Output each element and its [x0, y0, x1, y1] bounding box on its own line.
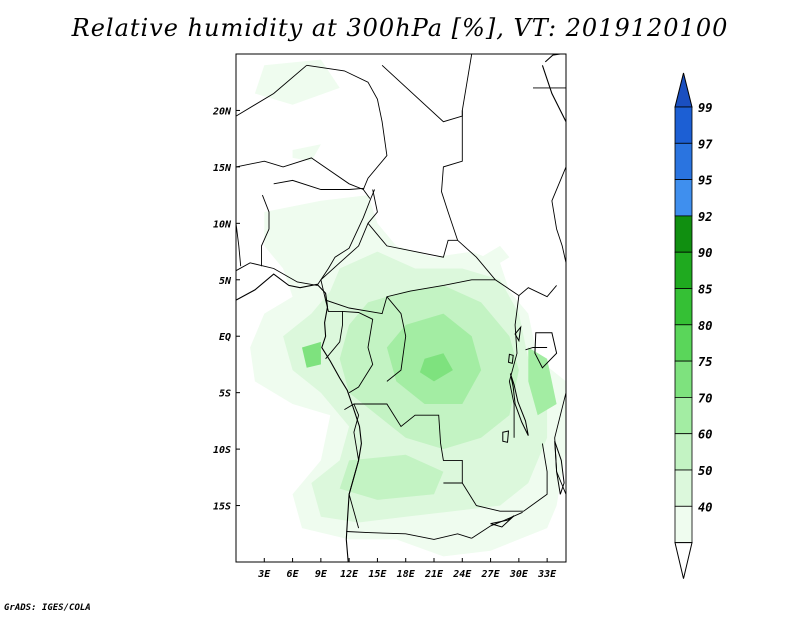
- latitude-tick-label: 10N: [213, 219, 232, 230]
- country-border: [344, 403, 463, 483]
- humidity-fill-layer: [250, 59, 566, 557]
- country-border: [325, 299, 343, 360]
- latitude-tick-label: 15N: [213, 163, 232, 174]
- country-border: [443, 443, 548, 512]
- longitude-axis: 3E 6E 9E 12E 15E 18E 21E 24E 27E 30E 33E: [257, 558, 557, 580]
- latitude-axis: 20N 15N 10N 5N EQ 5S 10S 15S: [212, 106, 240, 513]
- longitude-tick-label: 9E: [315, 569, 328, 580]
- latitude-tick-label: 5S: [219, 389, 231, 400]
- colorbar-segment: [674, 360, 693, 398]
- colorbar-label: 95: [698, 174, 712, 188]
- latitude-tick-label: 15S: [213, 502, 231, 513]
- colorbar-label: 92: [698, 210, 712, 224]
- colorbar-label: 40: [698, 500, 712, 514]
- country-border: [508, 295, 520, 438]
- colorbar-segment: [674, 288, 693, 326]
- humidity-region: [481, 245, 510, 269]
- country-border: [342, 310, 374, 394]
- country-border: [273, 179, 365, 190]
- latitude-tick-label: 10S: [213, 445, 231, 456]
- country-border: [551, 166, 566, 263]
- colorbar-label: 90: [698, 246, 712, 260]
- country-border: [525, 347, 548, 351]
- longitude-tick-label: 24E: [452, 569, 472, 580]
- colorbar-label: 99: [698, 101, 712, 115]
- country-border: [320, 189, 376, 281]
- lake-outline: [507, 353, 514, 364]
- country-border: [346, 531, 472, 540]
- grads-credit: GrADS: IGES/COLA: [4, 603, 91, 613]
- colorbar-label: 97: [698, 137, 713, 151]
- longitude-tick-label: 18E: [397, 569, 416, 580]
- colorbar-segment: [674, 324, 693, 362]
- colorbar: 99 97 95 92 90 85 80 75 70 60 50 40: [674, 72, 713, 579]
- lake-outline: [509, 373, 529, 436]
- colorbar-label: 85: [698, 283, 712, 297]
- lake-outline: [502, 430, 510, 443]
- colorbar-label: 80: [698, 319, 712, 333]
- longitude-tick-label: 15E: [368, 569, 387, 580]
- humidity-region: [302, 341, 321, 368]
- colorbar-label: 60: [698, 428, 712, 442]
- lake-outline: [514, 325, 522, 343]
- country-border: [306, 64, 388, 190]
- plot-title: Relative humidity at 300hPa [%], VT: 201…: [71, 14, 729, 42]
- colorbar-segment: [674, 469, 693, 507]
- longitude-tick-label: 21E: [424, 569, 444, 580]
- colorbar-segment: [674, 396, 693, 435]
- colorbar-label: 75: [698, 355, 712, 369]
- humidity-region: [528, 347, 557, 416]
- country-border: [386, 296, 407, 382]
- colorbar-segment: [674, 179, 693, 217]
- longitude-tick-label: 12E: [340, 569, 359, 580]
- coastline: [236, 273, 362, 562]
- colorbar-segment: [674, 215, 693, 253]
- colorbar-segment: [674, 251, 693, 289]
- colorbar-label: 50: [698, 464, 712, 478]
- country-borders-layer: [236, 54, 566, 540]
- latitude-tick-label: 5N: [219, 276, 232, 287]
- humidity-region: [292, 144, 321, 162]
- country-border: [261, 194, 270, 267]
- latitude-tick-label: 20N: [212, 106, 232, 117]
- colorbar-bottom-arrow: [674, 542, 693, 579]
- country-border: [320, 223, 496, 315]
- longitude-tick-label: 30E: [509, 569, 529, 580]
- country-border: [236, 64, 307, 117]
- coastline: [541, 65, 566, 122]
- longitude-tick-label: 27E: [481, 569, 501, 580]
- country-border: [471, 511, 523, 539]
- country-border: [348, 403, 360, 529]
- humidity-region: [254, 59, 340, 105]
- colorbar-segment: [674, 106, 693, 144]
- colorbar-segment: [674, 142, 693, 181]
- humidity-region: [419, 353, 453, 382]
- country-border: [554, 392, 566, 495]
- longitude-tick-label: 3E: [257, 569, 271, 580]
- latitude-tick-label: EQ: [219, 332, 231, 343]
- map-frame: [235, 53, 567, 563]
- country-border: [236, 223, 242, 267]
- humidity-region: [339, 454, 444, 500]
- colorbar-top-arrow: [674, 72, 693, 108]
- longitude-tick-label: 33E: [537, 569, 557, 580]
- country-border: [367, 189, 458, 258]
- colorbar-segment: [674, 505, 693, 543]
- lake-outline: [534, 332, 558, 369]
- country-border: [441, 110, 557, 298]
- colorbar-label: 70: [698, 391, 712, 405]
- country-border: [236, 157, 371, 199]
- colorbar-segment: [674, 433, 693, 471]
- longitude-tick-label: 6E: [287, 569, 300, 580]
